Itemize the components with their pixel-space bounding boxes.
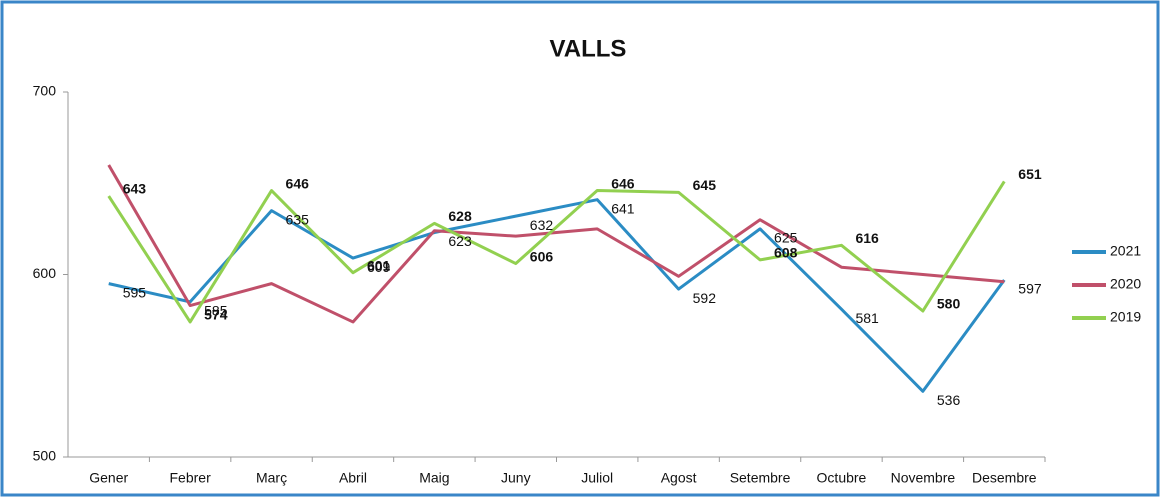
legend-label: 2021 — [1110, 243, 1141, 259]
data-label: 601 — [367, 257, 391, 273]
data-label: 581 — [855, 310, 879, 326]
y-tick-label: 600 — [33, 265, 57, 281]
x-tick-label: Setembre — [730, 470, 791, 486]
legend-label: 2019 — [1110, 309, 1141, 325]
data-label: 595 — [123, 284, 147, 300]
data-label: 632 — [530, 217, 554, 233]
series-line — [107, 180, 1006, 324]
x-tick-label: Maig — [419, 470, 449, 486]
legend-label: 2020 — [1110, 276, 1141, 292]
data-label: 592 — [693, 290, 717, 306]
data-label: 651 — [1018, 166, 1042, 182]
data-label: 580 — [937, 296, 961, 312]
x-tick-label: Abril — [339, 470, 367, 486]
data-label: 574 — [204, 307, 228, 323]
data-label: 635 — [286, 211, 310, 227]
x-tick-label: Març — [256, 470, 287, 486]
x-tick-label: Juliol — [581, 470, 613, 486]
x-tick-label: Octubre — [817, 470, 867, 486]
data-label: 606 — [530, 248, 554, 264]
y-tick-label: 500 — [33, 448, 57, 464]
series-line — [107, 164, 1005, 324]
data-label: 646 — [611, 175, 635, 191]
data-label: 609 — [367, 259, 391, 275]
y-tick-label: 700 — [33, 83, 57, 99]
data-label: 641 — [611, 200, 635, 216]
data-label: 616 — [855, 230, 879, 246]
x-tick-label: Agost — [661, 470, 697, 486]
x-tick-label: Febrer — [170, 470, 212, 486]
data-label: 646 — [286, 175, 310, 191]
data-label: 585 — [204, 303, 228, 319]
series-line — [108, 198, 1006, 393]
data-label: 597 — [1018, 281, 1042, 297]
data-label: 643 — [123, 181, 147, 197]
data-label: 645 — [693, 177, 717, 193]
x-tick-label: Desembre — [972, 470, 1037, 486]
data-label: 625 — [774, 230, 798, 246]
x-tick-label: Gener — [89, 470, 128, 486]
data-label: 536 — [937, 392, 961, 408]
x-tick-label: Novembre — [891, 470, 956, 486]
x-tick-label: Juny — [501, 470, 531, 486]
data-label: 608 — [774, 245, 798, 261]
chart-title: VALLS — [550, 35, 627, 62]
data-label: 628 — [448, 208, 472, 224]
data-label: 623 — [448, 233, 472, 249]
